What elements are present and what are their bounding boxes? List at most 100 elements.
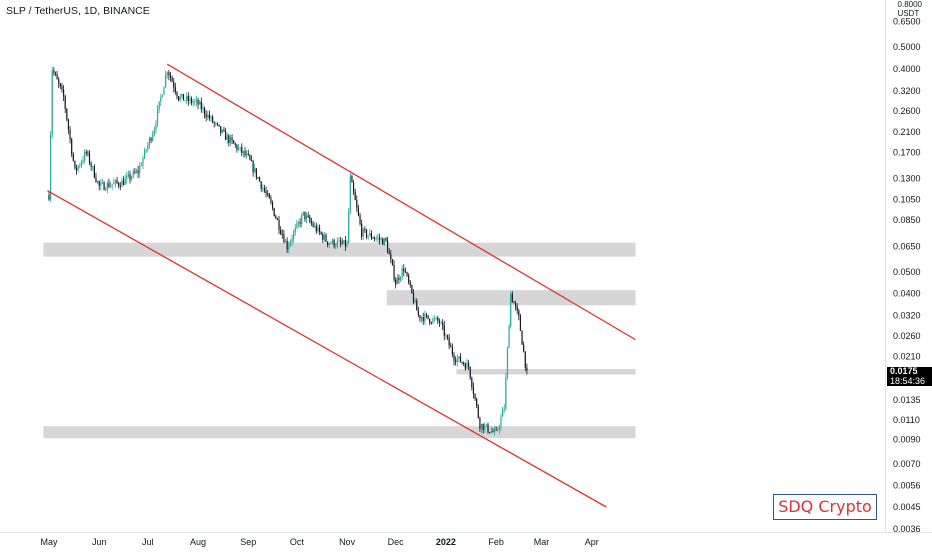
candle-body (236, 144, 238, 150)
candle-body (64, 96, 66, 109)
candle-body (182, 93, 185, 101)
candle-body (239, 147, 241, 148)
candle-body (429, 318, 431, 323)
candle-body (267, 193, 269, 195)
time-axis[interactable]: May Jun Jul Aug Sep Oct Nov Dec 2022 Feb Mar Apr (0, 532, 932, 548)
candle-body (523, 344, 525, 352)
candle-body (53, 70, 55, 73)
candle-body (322, 234, 324, 240)
candle-body (54, 72, 57, 75)
candle-body (370, 233, 372, 238)
candle-body (516, 306, 518, 311)
candle-body (140, 165, 142, 167)
candle-body (301, 215, 303, 224)
candle-body (168, 72, 170, 76)
candle-body (419, 315, 421, 319)
candle-body (200, 101, 202, 110)
candle-body (433, 318, 436, 320)
candle-body (390, 254, 392, 260)
candle-body (446, 335, 449, 338)
candle-body (472, 387, 475, 395)
candle-body (62, 89, 65, 97)
candle-body (246, 153, 248, 156)
candle-body (75, 167, 78, 171)
price-axis[interactable]: 0.6500 0.5000 0.4000 0.3200 0.2600 0.2100 0.17… (885, 0, 921, 534)
candle-body (487, 424, 489, 433)
candle-body (207, 114, 209, 118)
candle-body (79, 165, 81, 167)
candle-body (268, 193, 270, 199)
candle-body (375, 238, 377, 239)
lower-channel-line[interactable] (47, 190, 607, 508)
candle-body (519, 315, 522, 331)
candle-body (362, 228, 364, 237)
candle-body (511, 293, 513, 302)
candle-body (524, 351, 526, 368)
candle-body (340, 240, 342, 243)
candle-body (218, 124, 220, 127)
candle-body (48, 195, 50, 200)
candle-body (252, 161, 254, 173)
candle-body (254, 168, 256, 173)
candle-body (364, 228, 366, 230)
candle-body (127, 174, 129, 176)
time-tick-label: Sep (240, 537, 256, 547)
candle-body (510, 293, 512, 327)
candle-body (281, 233, 283, 235)
candle-body (197, 99, 199, 105)
candle-body (352, 182, 355, 193)
candle-body (150, 138, 152, 141)
candle-body (365, 229, 368, 237)
upper-channel-line[interactable] (166, 63, 636, 341)
candle-body (500, 416, 502, 427)
candle-body (109, 185, 112, 188)
price-tick-label: 0.2100 (893, 127, 921, 137)
trendlines-layer[interactable] (47, 63, 636, 508)
candle-body (456, 358, 458, 363)
bar-countdown: 18:54:36 (890, 375, 926, 386)
candle-body (275, 216, 277, 219)
time-tick-label: Apr (585, 537, 599, 547)
candle-body (67, 119, 70, 130)
candle-body (493, 429, 496, 432)
time-tick-label: Mar (534, 537, 550, 547)
candle-body (323, 235, 325, 240)
candle-body (458, 356, 460, 359)
candle-body (153, 129, 155, 135)
candle-body (430, 322, 432, 324)
candle-body (169, 75, 172, 78)
candle-body (369, 233, 371, 236)
candle-body (270, 198, 272, 203)
time-tick-label: Nov (339, 537, 356, 547)
candle-body (328, 243, 330, 246)
candle-body (190, 98, 193, 103)
candle-body (121, 180, 123, 187)
candle-body (234, 143, 236, 145)
price-tick-label: 0.0036 (893, 524, 921, 534)
candle-body (492, 431, 494, 432)
candle-body (181, 93, 183, 97)
candle-body (314, 225, 316, 227)
price-tick-label: 0.6500 (893, 17, 921, 27)
candle-body (349, 176, 351, 212)
candle-body (176, 92, 178, 97)
time-tick-label: Jul (142, 537, 154, 547)
candle-body (356, 200, 358, 208)
candle-body (382, 238, 384, 245)
price-tick-label: 0.0210 (893, 352, 921, 362)
candle-body (403, 268, 405, 272)
candle-body (212, 116, 214, 123)
candle-body (299, 222, 301, 224)
candle-body (317, 227, 319, 232)
candle-body (336, 241, 338, 246)
candle-body (391, 259, 394, 265)
candle-body (398, 277, 400, 281)
candle-body (205, 114, 207, 118)
time-tick-label: Jun (92, 537, 107, 547)
candle-body (427, 314, 429, 319)
candle-body (231, 137, 233, 141)
candle-body (357, 207, 360, 216)
candle-body (412, 293, 415, 303)
